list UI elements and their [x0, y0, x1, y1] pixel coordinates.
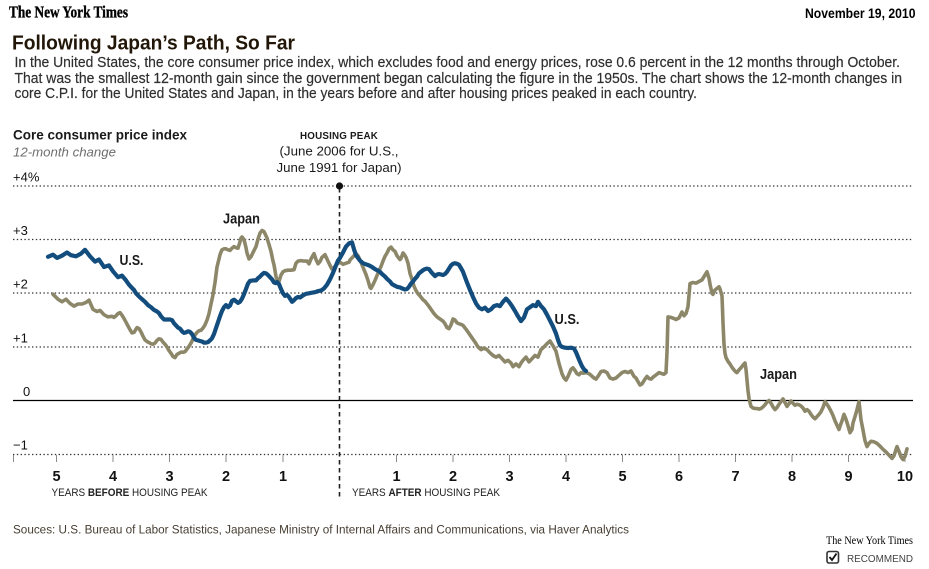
- svg-text:In the United States, the core: In the United States, the core consumer …: [15, 54, 901, 71]
- svg-text:+3: +3: [13, 223, 28, 238]
- svg-text:core C.P.I. for the United Sta: core C.P.I. for the United States and Ja…: [15, 85, 698, 102]
- svg-text:June 1991 for Japan): June 1991 for Japan): [277, 160, 402, 175]
- svg-text:November 19, 2010: November 19, 2010: [805, 6, 916, 21]
- svg-text:The New York Times: The New York Times: [826, 535, 913, 547]
- svg-text:Japan: Japan: [223, 211, 260, 228]
- svg-text:YEARS BEFORE HOUSING PEAK: YEARS BEFORE HOUSING PEAK: [52, 487, 209, 499]
- svg-text:9: 9: [844, 469, 852, 485]
- svg-text:4: 4: [109, 469, 117, 485]
- svg-text:Following Japan’s Path, So Far: Following Japan’s Path, So Far: [12, 32, 295, 55]
- svg-text:Japan: Japan: [760, 366, 797, 383]
- svg-text:+2: +2: [13, 277, 28, 292]
- svg-text:−1: −1: [13, 438, 28, 453]
- svg-text:0: 0: [23, 384, 30, 399]
- svg-text:5: 5: [618, 469, 626, 485]
- svg-text:12-month change: 12-month change: [13, 145, 116, 160]
- svg-text:2: 2: [222, 469, 230, 485]
- svg-text:(June 2006 for U.S.,: (June 2006 for U.S.,: [280, 144, 399, 159]
- svg-text:That was the smallest 12-month: That was the smallest 12-month gain sinc…: [15, 70, 903, 87]
- svg-text:1: 1: [392, 469, 400, 485]
- svg-text:1: 1: [279, 469, 287, 485]
- svg-text:RECOMMEND: RECOMMEND: [847, 553, 913, 565]
- svg-text:YEARS AFTER HOUSING PEAK: YEARS AFTER HOUSING PEAK: [352, 487, 501, 499]
- svg-text:3: 3: [505, 469, 513, 485]
- svg-text:HOUSING PEAK: HOUSING PEAK: [300, 131, 379, 142]
- svg-text:6: 6: [675, 469, 683, 485]
- svg-text:+4%: +4%: [13, 170, 40, 185]
- svg-text:5: 5: [52, 469, 60, 485]
- svg-text:7: 7: [731, 469, 739, 485]
- svg-text:Souces: U.S. Bureau of Labor S: Souces: U.S. Bureau of Labor Statistics,…: [13, 523, 629, 537]
- svg-text:Core consumer price index: Core consumer price index: [13, 127, 187, 143]
- svg-text:3: 3: [165, 469, 173, 485]
- svg-text:+1: +1: [13, 331, 28, 346]
- svg-text:10: 10: [897, 469, 913, 485]
- svg-text:4: 4: [562, 469, 570, 485]
- svg-text:2: 2: [449, 469, 457, 485]
- svg-text:The New York Times: The New York Times: [9, 3, 128, 22]
- svg-text:8: 8: [788, 469, 796, 485]
- svg-text:U.S.: U.S.: [120, 252, 144, 269]
- svg-text:U.S.: U.S.: [555, 311, 580, 328]
